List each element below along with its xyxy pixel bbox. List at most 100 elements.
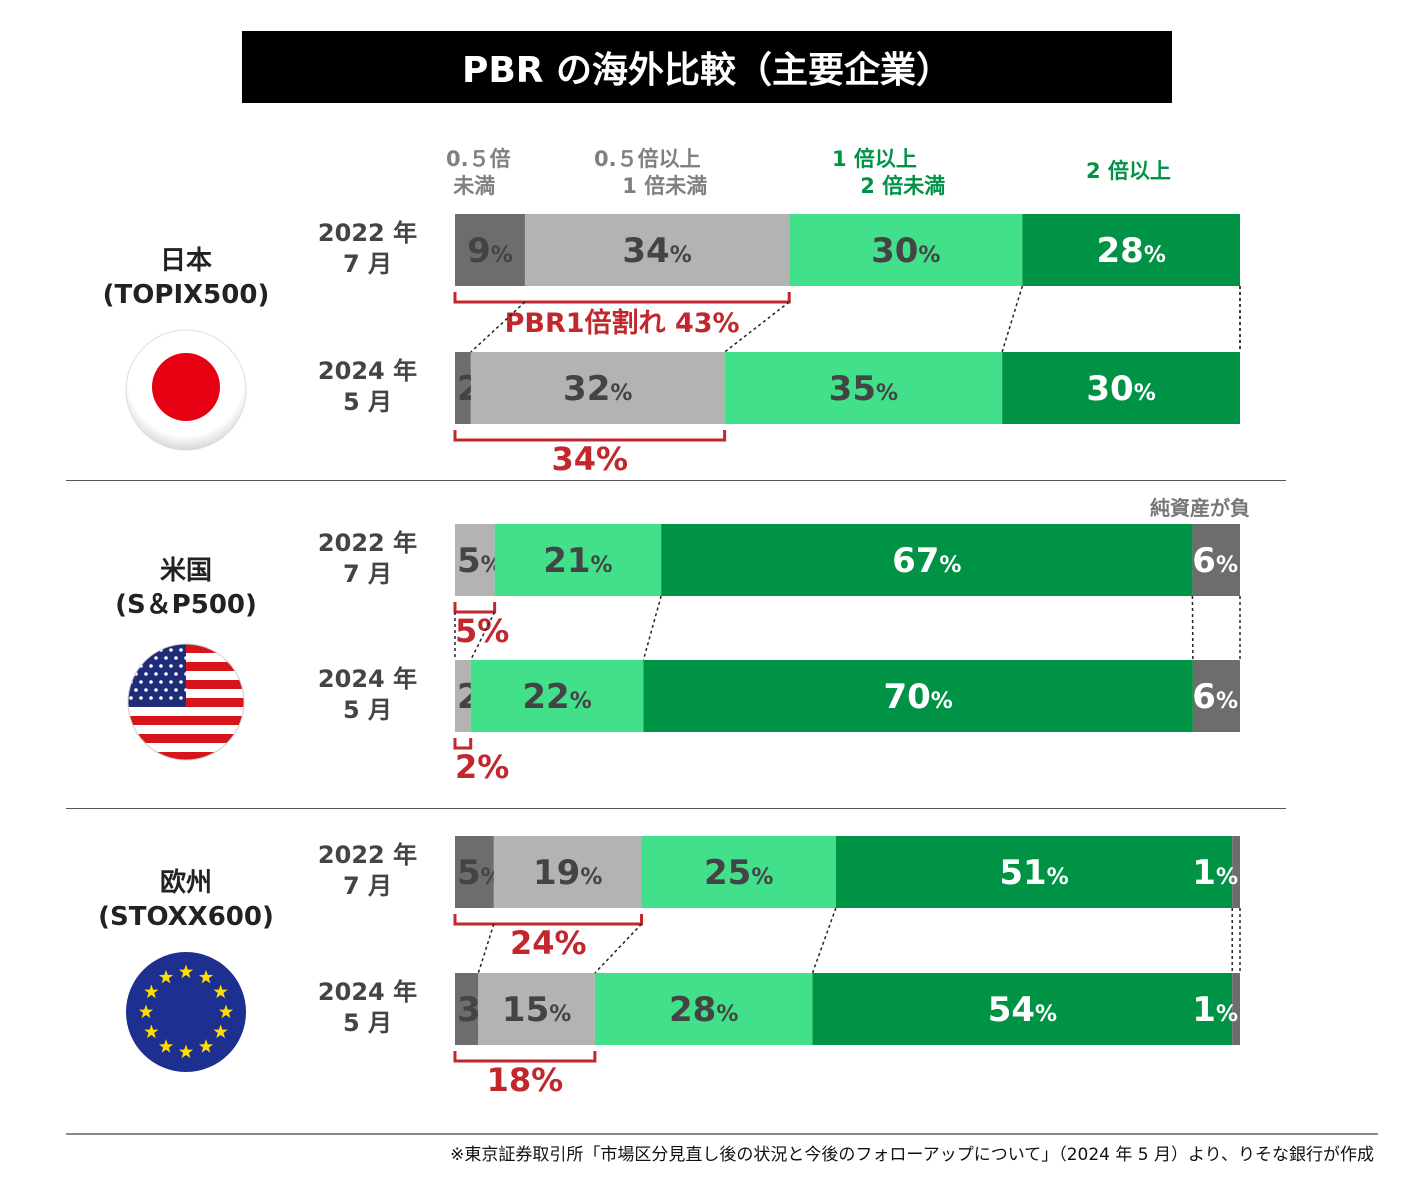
- bar-segment-negative-equity: [1232, 973, 1240, 1045]
- data-label: 28%: [1097, 231, 1166, 271]
- data-label: 34%: [622, 231, 691, 271]
- data-label: 25%: [704, 853, 773, 893]
- bar-segment-half-to-one: [455, 660, 471, 732]
- below-one-label: PBR1倍割れ 43%: [505, 307, 740, 339]
- bar-segment-half-to-one: [493, 836, 642, 908]
- bar-segment-lt-half: [455, 214, 525, 286]
- below-one-label: 18%: [487, 1061, 564, 1099]
- star-icon: [158, 969, 174, 984]
- below-one-label: 2%: [455, 748, 509, 786]
- bar-segment-two-plus: [661, 524, 1193, 596]
- connector-line: [811, 907, 837, 974]
- star-icon: [198, 969, 214, 984]
- connector-line: [470, 301, 526, 353]
- bar-segment-two-plus: [1002, 352, 1240, 424]
- data-label: 21%: [543, 541, 612, 581]
- below-one-bracket: [453, 292, 791, 304]
- below-one-bracket: [453, 1051, 597, 1063]
- data-label: 1%: [1192, 990, 1238, 1030]
- bar-segment-lt-half: [455, 973, 479, 1045]
- region-name: 米国: [159, 556, 212, 586]
- bar-segment-half-to-one: [524, 214, 790, 286]
- column-header-lt-half: 0.５倍 未満: [446, 147, 511, 199]
- data-label: 32%: [563, 369, 632, 409]
- data-label: 9%: [467, 231, 513, 271]
- column-header-one-to-two: 1 倍以上 2 倍未満: [832, 147, 946, 199]
- divider: [66, 808, 1286, 809]
- footnote: ※東京証券取引所「市場区分見直し後の状況と今後のフォローアップについて」（202…: [450, 1145, 1374, 1165]
- bar-segment-negative-equity: [1192, 660, 1240, 732]
- bar-segment-two-plus: [1022, 214, 1240, 286]
- star-icon: [213, 984, 228, 999]
- index-name: (S＆P500): [115, 589, 257, 620]
- data-label: 1%: [1192, 853, 1238, 893]
- data-label: 30%: [871, 231, 940, 271]
- bar-segment-negative-equity: [1232, 836, 1240, 908]
- data-label: 30%: [1086, 369, 1155, 409]
- data-label: 6%: [1192, 541, 1238, 581]
- below-one-bracket: [453, 602, 497, 614]
- bar-segment-one-to-two: [494, 524, 662, 596]
- bar-segment-one-to-two: [789, 214, 1023, 286]
- index-name: (TOPIX500): [102, 279, 270, 310]
- star-icon: [158, 1039, 174, 1053]
- data-label: 6%: [1192, 677, 1238, 717]
- bar-segment-one-to-two: [724, 352, 1003, 424]
- below-one-label: 5%: [455, 612, 509, 650]
- connector-line: [724, 301, 790, 353]
- divider: [66, 480, 1286, 481]
- data-label: 67%: [892, 541, 961, 581]
- connector-line: [470, 611, 496, 661]
- eu-flag-icon: [126, 952, 246, 1072]
- column-header-half-to-one: 0.５倍以上 1 倍未満: [594, 147, 708, 199]
- below-one-bracket: [453, 914, 644, 926]
- star-icon: [144, 984, 159, 999]
- bar-segment-lt-half: [455, 352, 471, 424]
- region-label-japan: 日本 (TOPIX500): [66, 245, 306, 313]
- data-label: 19%: [533, 853, 602, 893]
- star-icon: [218, 1004, 234, 1019]
- bar-segment-two-plus: [812, 973, 1233, 1045]
- region-name: 日本: [159, 246, 212, 276]
- connector-line: [477, 923, 495, 974]
- bar-segment-lt-half: [455, 836, 494, 908]
- us-flag-icon: [127, 643, 245, 761]
- bar-segment-negative-equity: [1192, 524, 1240, 596]
- below-one-bracket: [453, 738, 473, 750]
- below-one-bracket: [453, 430, 727, 442]
- footnote-divider: [66, 1133, 1378, 1135]
- bar-segment-one-to-two: [594, 973, 813, 1045]
- bar-segment-one-to-two: [470, 660, 644, 732]
- data-label: 15%: [502, 990, 571, 1030]
- star-icon: [138, 1004, 154, 1019]
- region-name: 欧州: [159, 868, 212, 898]
- below-one-label: 34%: [552, 440, 629, 478]
- region-label-europe: 欧州 (STOXX600): [66, 867, 306, 935]
- star-icon: [178, 964, 194, 979]
- star-icon: [213, 1024, 228, 1039]
- bar-segment-half-to-one: [455, 524, 495, 596]
- data-label: 28%: [669, 990, 738, 1030]
- data-label: 70%: [883, 677, 952, 717]
- column-header-two-plus: 2 倍以上: [1086, 159, 1171, 183]
- data-label: 22%: [522, 677, 591, 717]
- bar-segment-half-to-one: [478, 973, 595, 1045]
- below-one-label: 24%: [510, 924, 587, 962]
- star-icon: [198, 1039, 214, 1053]
- bar-segment-one-to-two: [641, 836, 836, 908]
- data-label: 51%: [999, 853, 1068, 893]
- connector-line: [594, 923, 643, 974]
- data-label: 54%: [988, 990, 1057, 1030]
- chart-title: PBR の海外比較（主要企業）: [242, 31, 1172, 103]
- japan-flag-icon: [125, 329, 247, 451]
- connector-line: [1001, 285, 1024, 353]
- bar-segment-two-plus: [643, 660, 1193, 732]
- data-label: 35%: [829, 369, 898, 409]
